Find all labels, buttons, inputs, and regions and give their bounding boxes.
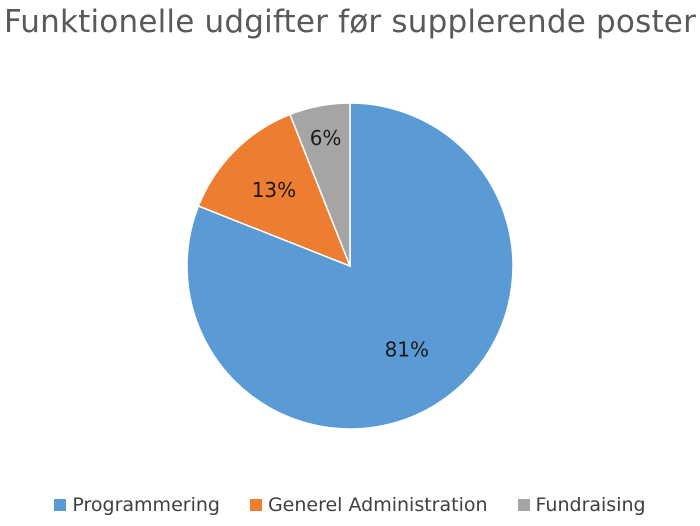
legend-label: Generel Administration: [267, 494, 488, 516]
legend-swatch: [517, 499, 530, 511]
data-label-fundraising: 6%: [310, 126, 342, 150]
pie-slice-generel-administration: [197, 113, 352, 268]
legend-swatch: [249, 499, 262, 511]
legend-item-fundraising: Fundraising: [517, 494, 646, 516]
pie-chart: 81% 13% 6%: [186, 102, 514, 430]
legend-label: Programmering: [72, 494, 220, 516]
data-label-generel-administration: 13%: [252, 178, 296, 202]
legend-item-generel-administration: Generel Administration: [249, 494, 488, 516]
data-label-programmering: 81%: [385, 338, 429, 362]
legend-label: Fundraising: [535, 494, 646, 516]
legend-swatch: [54, 499, 67, 511]
pie-slice-fundraising: [289, 102, 351, 267]
legend-item-programmering: Programmering: [54, 494, 220, 516]
chart-title: Funktionelle udgifter før supplerende po…: [3, 4, 697, 40]
legend: Programmering Generel Administration Fundr…: [0, 494, 700, 516]
